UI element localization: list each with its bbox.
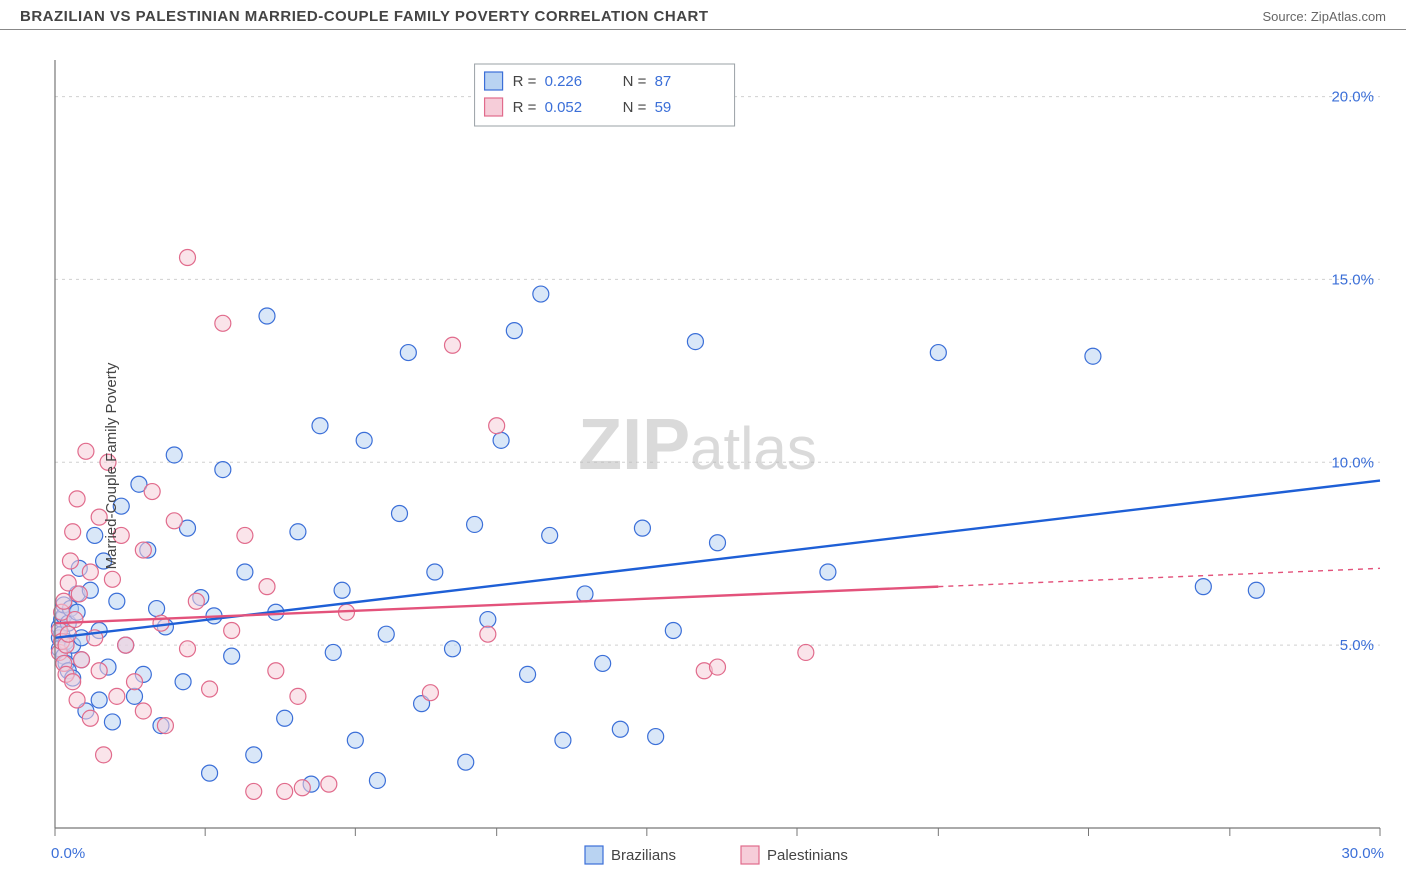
svg-text:5.0%: 5.0% (1340, 637, 1374, 654)
svg-text:0.052: 0.052 (545, 99, 583, 116)
svg-text:R =: R = (513, 73, 537, 90)
svg-text:15.0%: 15.0% (1331, 271, 1374, 288)
y-axis-label: Married-Couple Family Poverty (103, 363, 120, 570)
svg-text:87: 87 (655, 73, 672, 90)
svg-text:ZIPatlas: ZIPatlas (578, 405, 817, 485)
svg-text:0.226: 0.226 (545, 73, 583, 90)
svg-text:20.0%: 20.0% (1331, 89, 1374, 106)
svg-text:Brazilians: Brazilians (611, 847, 676, 864)
svg-text:N =: N = (623, 73, 647, 90)
svg-text:30.0%: 30.0% (1341, 845, 1384, 862)
svg-text:59: 59 (655, 99, 672, 116)
chart-area: Married-Couple Family Poverty 5.0% 10.0% 1… (0, 40, 1406, 892)
chart-source: Source: ZipAtlas.com (1262, 9, 1386, 24)
svg-text:Palestinians: Palestinians (767, 847, 848, 864)
chart-title: BRAZILIAN VS PALESTINIAN MARRIED-COUPLE … (20, 8, 709, 25)
svg-text:10.0%: 10.0% (1331, 454, 1374, 471)
svg-text:0.0%: 0.0% (51, 845, 85, 862)
svg-text:R =: R = (513, 99, 537, 116)
svg-text:N =: N = (623, 99, 647, 116)
scatter-chart: 5.0% 10.0% 15.0% 20.0% ZIPatlas 0.0% 30.0% R = 0… (0, 40, 1406, 892)
chart-header: BRAZILIAN VS PALESTINIAN MARRIED-COUPLE … (0, 0, 1406, 30)
